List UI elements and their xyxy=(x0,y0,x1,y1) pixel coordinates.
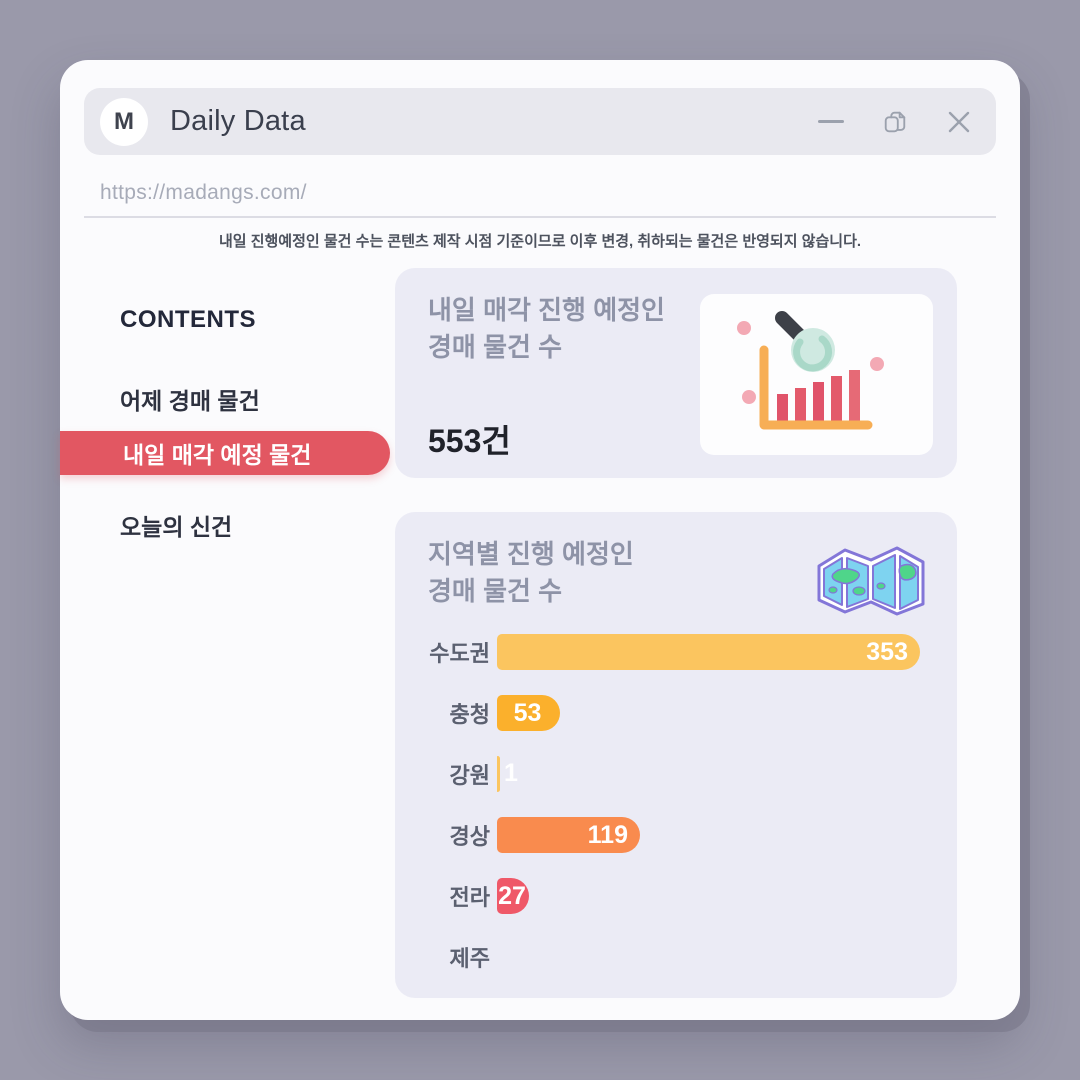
card-regional-title-line2: 경매 물건 수 xyxy=(428,576,563,606)
minimize-button[interactable] xyxy=(818,109,844,135)
disclaimer-text: 내일 진행예정인 물건 수는 콘텐츠 제작 시점 기준이므로 이후 변경, 취하… xyxy=(218,233,862,250)
close-button[interactable] xyxy=(946,109,972,135)
bar-label: 수도권 xyxy=(429,641,490,666)
address-bar[interactable]: https://madangs.com/ xyxy=(84,170,996,218)
bar-label: 제주 xyxy=(449,946,490,971)
sidebar-item-today-new[interactable]: 오늘의 신건 xyxy=(120,514,233,540)
bar-label: 충청 xyxy=(449,702,490,727)
bar-value: 353 xyxy=(866,637,908,666)
bar-label: 전라 xyxy=(449,885,490,910)
bar-label: 경상 xyxy=(449,824,490,849)
sidebar-item-tomorrow-active[interactable]: 내일 매각 예정 물건 xyxy=(60,431,390,475)
window-title: Daily Data xyxy=(170,105,306,137)
window-controls xyxy=(818,109,972,135)
bar-value: 1 xyxy=(504,759,518,787)
card-tomorrow-count: 내일 매각 진행 예정인 경매 물건 수 553건 xyxy=(395,268,957,478)
card-tomorrow-title-line2: 경매 물건 수 xyxy=(428,332,563,362)
minimize-icon xyxy=(818,120,844,123)
bar-row-jeju: 제주 xyxy=(428,939,920,975)
bar-value: 53 xyxy=(513,698,542,727)
bar-value: 119 xyxy=(587,820,628,849)
bar-row-chungcheong: 충청 53 xyxy=(428,695,920,731)
bar-label: 강원 xyxy=(449,763,490,788)
copy-button[interactable] xyxy=(882,109,908,135)
card-tomorrow-title-line1: 내일 매각 진행 예정인 xyxy=(428,295,665,325)
copy-icon xyxy=(884,111,906,132)
bar-chart-magnifier-icon xyxy=(737,311,884,430)
close-icon xyxy=(948,111,970,132)
browser-window: M Daily Data https://madangs.com/ xyxy=(60,60,1020,1020)
bar-row-sudogwon: 수도권 353 xyxy=(428,634,920,670)
tomorrow-count-value: 553건 xyxy=(428,423,511,459)
app-logo: M xyxy=(100,97,148,146)
app-logo-letter: M xyxy=(114,107,134,135)
bar-row-jeolla: 전라 27 xyxy=(428,878,920,914)
card-regional-chart: 지역별 진행 예정인 경매 물건 수 수도권 353 xyxy=(395,512,957,998)
url-text: https://madangs.com/ xyxy=(100,181,307,204)
sidebar-item-label: 내일 매각 예정 물건 xyxy=(123,442,312,468)
card-tomorrow-title: 내일 매각 진행 예정인 경매 물건 수 xyxy=(428,292,665,366)
regional-bar-chart: 수도권 353 충청 53 강원 1 경상 119 전라 27 제주 xyxy=(428,634,920,1000)
sidebar-item-yesterday[interactable]: 어제 경매 물건 xyxy=(120,388,260,414)
map-icon-box xyxy=(811,540,931,618)
folded-map-icon xyxy=(817,546,925,616)
bar-value: 27 xyxy=(498,881,526,910)
illustration-box xyxy=(700,294,933,455)
card-regional-title: 지역별 진행 예정인 경매 물건 수 xyxy=(428,536,634,610)
title-bar: M Daily Data xyxy=(84,88,996,155)
sidebar-heading: CONTENTS xyxy=(120,306,256,333)
card-regional-title-line1: 지역별 진행 예정인 xyxy=(428,539,634,569)
bar-row-gyeongsang: 경상 119 xyxy=(428,817,920,853)
bar-row-gangwon: 강원 1 xyxy=(428,756,920,792)
